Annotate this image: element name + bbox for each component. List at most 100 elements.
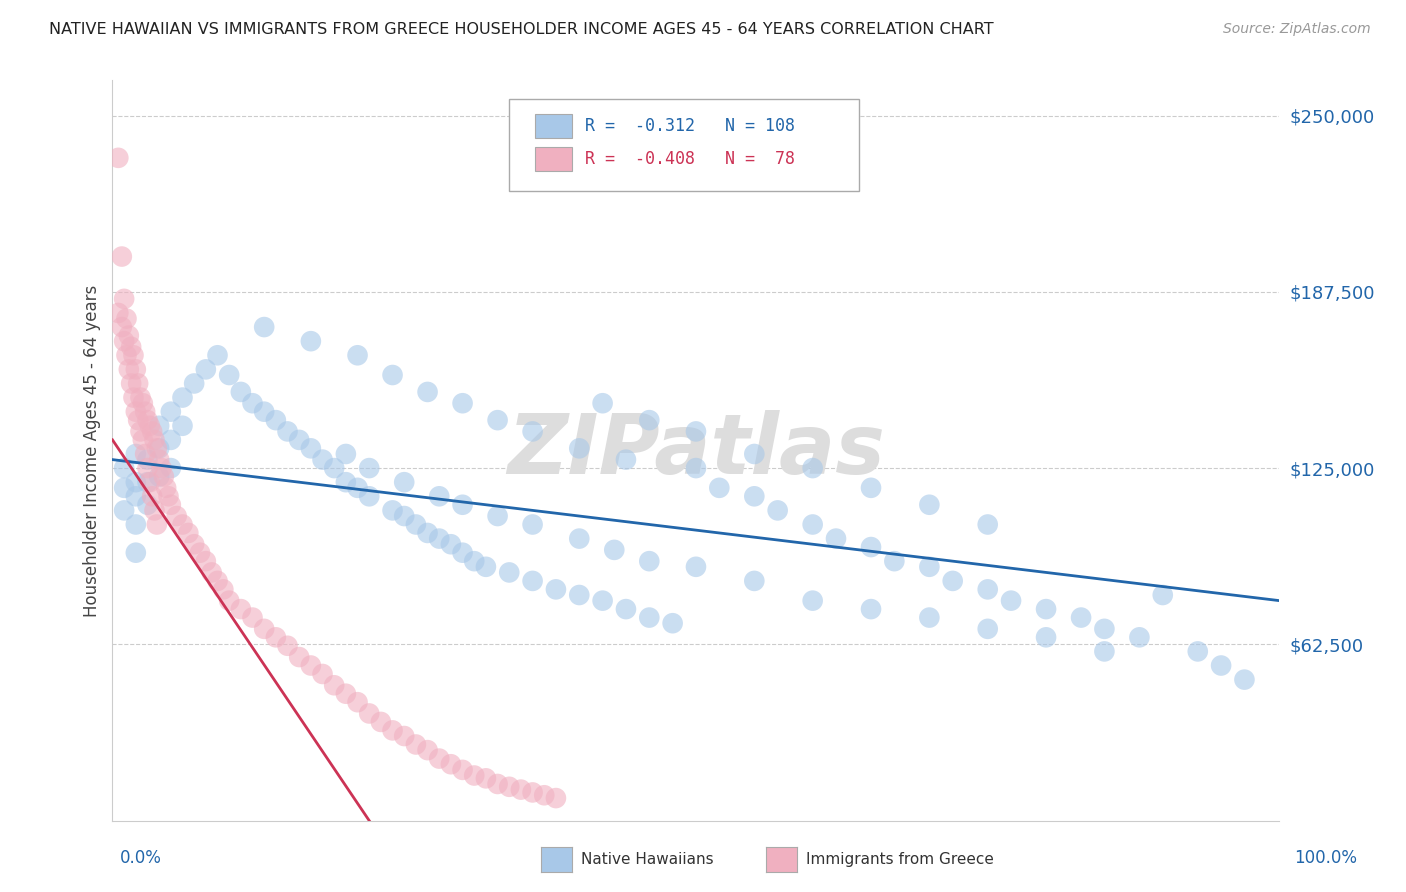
Point <box>486 509 509 524</box>
Point <box>568 442 591 456</box>
Point <box>148 469 170 483</box>
Point <box>766 503 789 517</box>
Point <box>1035 630 1057 644</box>
Point <box>288 433 311 447</box>
Point <box>299 334 322 348</box>
Point <box>172 418 194 433</box>
Point <box>129 391 152 405</box>
Point <box>592 593 614 607</box>
Point <box>440 537 463 551</box>
Point <box>143 433 166 447</box>
Point <box>451 763 474 777</box>
Point <box>141 425 163 439</box>
Point <box>146 517 169 532</box>
Point <box>207 574 229 588</box>
Point <box>592 396 614 410</box>
Point <box>801 461 824 475</box>
Point <box>918 498 941 512</box>
Point <box>112 461 135 475</box>
Point <box>120 340 142 354</box>
Point <box>148 452 170 467</box>
Point <box>614 602 637 616</box>
Point <box>614 452 637 467</box>
Point <box>801 517 824 532</box>
Point <box>194 554 217 568</box>
Text: 100.0%: 100.0% <box>1294 849 1357 867</box>
Point <box>183 376 205 391</box>
Point <box>177 525 200 540</box>
Point <box>1094 622 1116 636</box>
Point <box>127 376 149 391</box>
Point <box>335 475 357 490</box>
Point <box>107 306 129 320</box>
Point <box>136 475 159 490</box>
Point <box>288 650 311 665</box>
Point <box>942 574 965 588</box>
Point <box>661 616 683 631</box>
Point <box>359 706 381 721</box>
Point <box>160 405 183 419</box>
Point <box>276 639 298 653</box>
Point <box>323 678 346 692</box>
Point <box>346 695 368 709</box>
Point <box>157 489 180 503</box>
FancyBboxPatch shape <box>534 114 572 138</box>
Point <box>229 602 252 616</box>
Point <box>134 405 156 419</box>
Point <box>860 481 883 495</box>
Point <box>405 517 427 532</box>
Point <box>139 418 162 433</box>
Point <box>394 729 416 743</box>
Point <box>172 517 194 532</box>
Point <box>522 425 544 439</box>
Point <box>475 559 498 574</box>
Point <box>335 447 357 461</box>
Point <box>346 481 368 495</box>
Point <box>253 320 276 334</box>
Point <box>112 481 135 495</box>
FancyBboxPatch shape <box>534 147 572 170</box>
Text: NATIVE HAWAIIAN VS IMMIGRANTS FROM GREECE HOUSEHOLDER INCOME AGES 45 - 64 YEARS : NATIVE HAWAIIAN VS IMMIGRANTS FROM GREEC… <box>49 22 994 37</box>
Point <box>207 348 229 362</box>
Point <box>603 542 626 557</box>
Point <box>638 554 661 568</box>
Point <box>568 588 591 602</box>
Point <box>416 525 439 540</box>
Point <box>685 559 707 574</box>
Point <box>370 714 392 729</box>
Point <box>976 517 998 532</box>
Point <box>1233 673 1256 687</box>
Point <box>276 425 298 439</box>
Point <box>150 461 173 475</box>
Text: R =  -0.408   N =  78: R = -0.408 N = 78 <box>585 150 796 168</box>
Point <box>111 250 134 264</box>
Point <box>801 593 824 607</box>
Point <box>1094 644 1116 658</box>
Point <box>394 509 416 524</box>
Point <box>141 489 163 503</box>
Point <box>143 503 166 517</box>
Point <box>183 537 205 551</box>
Point <box>918 610 941 624</box>
Point <box>253 622 276 636</box>
Point <box>148 418 170 433</box>
Point <box>107 151 129 165</box>
Point <box>744 447 766 461</box>
Point <box>264 413 287 427</box>
Point <box>112 334 135 348</box>
Text: Immigrants from Greece: Immigrants from Greece <box>806 853 994 867</box>
Point <box>522 574 544 588</box>
Point <box>311 452 333 467</box>
Point <box>212 582 235 597</box>
Point <box>638 610 661 624</box>
Point <box>522 785 544 799</box>
Point <box>427 751 450 765</box>
Point <box>148 442 170 456</box>
Point <box>125 447 148 461</box>
Point <box>1128 630 1150 644</box>
Point <box>451 498 474 512</box>
Point <box>125 489 148 503</box>
Point <box>125 517 148 532</box>
Point <box>427 489 450 503</box>
Point <box>311 667 333 681</box>
